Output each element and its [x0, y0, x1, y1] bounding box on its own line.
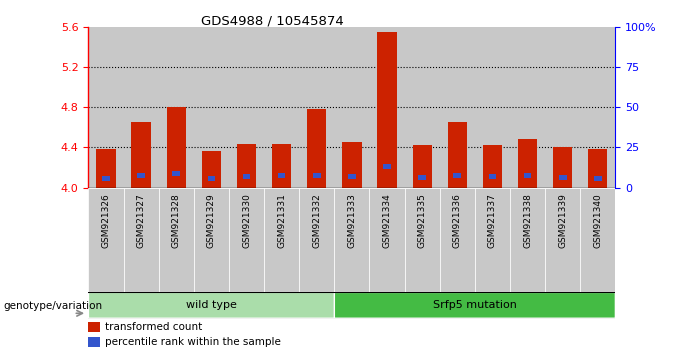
- FancyBboxPatch shape: [510, 188, 545, 292]
- Bar: [440, 27, 475, 188]
- Text: GDS4988 / 10545874: GDS4988 / 10545874: [201, 14, 344, 27]
- Bar: [264, 27, 299, 188]
- Bar: [124, 27, 158, 188]
- FancyBboxPatch shape: [124, 188, 158, 292]
- Text: GSM921337: GSM921337: [488, 193, 497, 248]
- Bar: [518, 139, 537, 188]
- Bar: [88, 322, 100, 332]
- Bar: [342, 142, 362, 188]
- Bar: [405, 27, 440, 188]
- Bar: [88, 27, 124, 188]
- FancyBboxPatch shape: [580, 188, 615, 292]
- Bar: [88, 337, 100, 347]
- Text: wild type: wild type: [186, 300, 237, 310]
- Bar: [348, 173, 356, 178]
- Bar: [299, 27, 335, 188]
- FancyBboxPatch shape: [264, 188, 299, 292]
- Bar: [369, 27, 405, 188]
- Text: GSM921331: GSM921331: [277, 193, 286, 248]
- Bar: [524, 172, 532, 178]
- FancyBboxPatch shape: [335, 293, 615, 318]
- Bar: [413, 145, 432, 188]
- Bar: [131, 122, 151, 188]
- Text: GSM921326: GSM921326: [101, 193, 110, 247]
- Bar: [202, 152, 221, 188]
- Text: genotype/variation: genotype/variation: [3, 301, 103, 310]
- FancyBboxPatch shape: [194, 188, 229, 292]
- Bar: [447, 122, 467, 188]
- Bar: [588, 149, 607, 188]
- Text: transformed count: transformed count: [105, 322, 203, 332]
- Text: GSM921333: GSM921333: [347, 193, 356, 248]
- FancyBboxPatch shape: [440, 188, 475, 292]
- FancyBboxPatch shape: [89, 293, 334, 318]
- Bar: [237, 144, 256, 188]
- Bar: [377, 32, 396, 188]
- Text: GSM921329: GSM921329: [207, 193, 216, 247]
- Bar: [172, 171, 180, 176]
- Bar: [545, 27, 580, 188]
- Bar: [272, 144, 291, 188]
- Bar: [137, 172, 145, 178]
- Text: GSM921332: GSM921332: [312, 193, 321, 247]
- FancyBboxPatch shape: [475, 188, 510, 292]
- Bar: [559, 175, 566, 179]
- Bar: [418, 175, 426, 179]
- Bar: [454, 172, 461, 178]
- FancyBboxPatch shape: [158, 188, 194, 292]
- FancyBboxPatch shape: [545, 188, 580, 292]
- Bar: [313, 172, 321, 178]
- Text: GSM921338: GSM921338: [523, 193, 532, 248]
- Bar: [229, 27, 264, 188]
- Text: GSM921335: GSM921335: [418, 193, 426, 248]
- Bar: [510, 27, 545, 188]
- Bar: [553, 147, 573, 188]
- Bar: [277, 172, 286, 178]
- Bar: [207, 176, 216, 181]
- Bar: [483, 145, 502, 188]
- Text: percentile rank within the sample: percentile rank within the sample: [105, 337, 281, 347]
- Bar: [594, 176, 602, 181]
- FancyBboxPatch shape: [299, 188, 335, 292]
- Bar: [158, 27, 194, 188]
- Text: GSM921327: GSM921327: [137, 193, 146, 247]
- Text: GSM921336: GSM921336: [453, 193, 462, 248]
- Bar: [167, 107, 186, 188]
- Text: GSM921340: GSM921340: [594, 193, 602, 247]
- Text: GSM921334: GSM921334: [383, 193, 392, 247]
- Bar: [475, 27, 510, 188]
- FancyBboxPatch shape: [88, 188, 124, 292]
- Text: GSM921339: GSM921339: [558, 193, 567, 248]
- Bar: [488, 173, 496, 178]
- Bar: [97, 149, 116, 188]
- Bar: [307, 109, 326, 188]
- Text: GSM921330: GSM921330: [242, 193, 251, 248]
- Bar: [580, 27, 615, 188]
- Text: GSM921328: GSM921328: [172, 193, 181, 247]
- FancyBboxPatch shape: [335, 188, 369, 292]
- Text: Srfp5 mutation: Srfp5 mutation: [433, 300, 517, 310]
- FancyBboxPatch shape: [369, 188, 405, 292]
- Bar: [243, 173, 250, 178]
- Bar: [102, 176, 110, 181]
- Bar: [383, 165, 391, 170]
- Bar: [194, 27, 229, 188]
- FancyBboxPatch shape: [405, 188, 440, 292]
- FancyBboxPatch shape: [229, 188, 264, 292]
- Bar: [335, 27, 369, 188]
